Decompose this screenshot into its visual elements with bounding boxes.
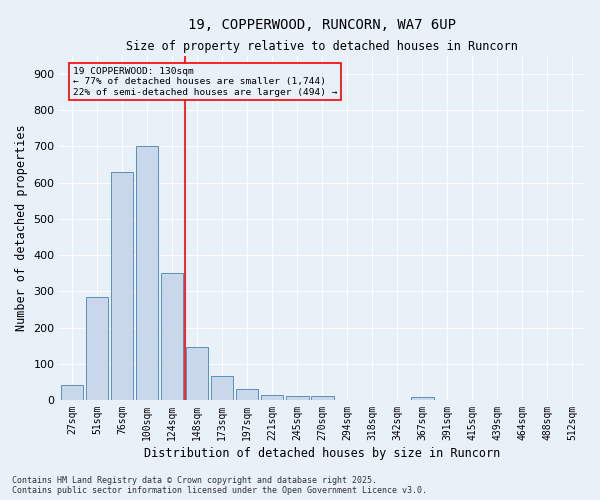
Y-axis label: Number of detached properties: Number of detached properties xyxy=(15,124,28,332)
Bar xyxy=(111,172,133,400)
Bar xyxy=(286,396,308,400)
Text: 19, COPPERWOOD, RUNCORN, WA7 6UP: 19, COPPERWOOD, RUNCORN, WA7 6UP xyxy=(188,18,456,32)
Bar xyxy=(211,376,233,400)
Bar xyxy=(411,397,434,400)
Bar xyxy=(161,273,184,400)
Bar xyxy=(261,395,283,400)
X-axis label: Distribution of detached houses by size in Runcorn: Distribution of detached houses by size … xyxy=(144,447,500,460)
Bar xyxy=(86,296,109,400)
Text: Contains HM Land Registry data © Crown copyright and database right 2025.
Contai: Contains HM Land Registry data © Crown c… xyxy=(12,476,427,495)
Bar xyxy=(186,348,208,400)
Title: Size of property relative to detached houses in Runcorn: Size of property relative to detached ho… xyxy=(127,40,518,54)
Bar xyxy=(236,389,259,400)
Bar xyxy=(311,396,334,400)
Bar xyxy=(136,146,158,400)
Bar xyxy=(61,386,83,400)
Text: 19 COPPERWOOD: 130sqm
← 77% of detached houses are smaller (1,744)
22% of semi-d: 19 COPPERWOOD: 130sqm ← 77% of detached … xyxy=(73,67,337,96)
